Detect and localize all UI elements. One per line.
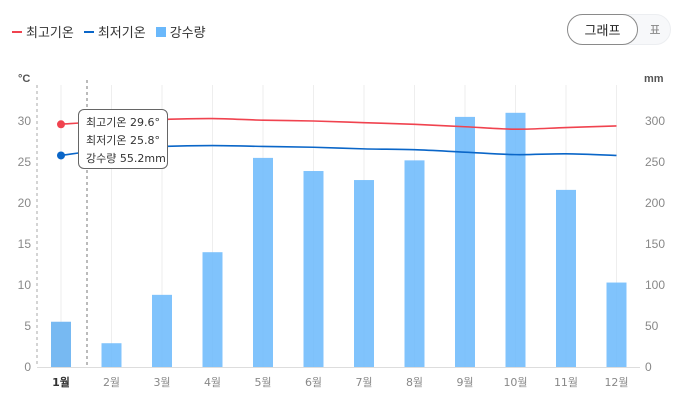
left-tick-label: 10 bbox=[18, 278, 32, 292]
right-tick-label: 200 bbox=[645, 196, 665, 210]
rainfall-bar[interactable] bbox=[303, 171, 324, 367]
rainfall-bar[interactable] bbox=[556, 189, 576, 367]
right-tick-label: 100 bbox=[645, 278, 665, 292]
chart-tooltip: 최고기온 29.6° 최저기온 25.8° 강수량 55.2mm bbox=[78, 109, 168, 169]
x-tick-label-10[interactable]: 10월 bbox=[503, 376, 527, 389]
selected-point-marker bbox=[57, 151, 65, 160]
legend-label: 강수량 bbox=[169, 26, 206, 41]
rainfall-bar[interactable] bbox=[455, 116, 475, 368]
rainfall-bar[interactable] bbox=[404, 160, 425, 367]
legend-label: 최고기온 bbox=[26, 26, 74, 41]
x-tick-label-11[interactable]: 11월 bbox=[554, 376, 578, 389]
legend-item-low-temp[interactable]: 최저기온 bbox=[83, 22, 146, 41]
left-tick-label: 5 bbox=[24, 319, 31, 333]
x-tick-label-9[interactable]: 9월 bbox=[456, 376, 473, 389]
rainfall-bar[interactable] bbox=[354, 180, 374, 367]
line-swatch-icon bbox=[83, 30, 94, 33]
left-tick-label: 30 bbox=[18, 114, 32, 128]
chart-legend: 최고기온 최저기온 강수량 bbox=[12, 22, 216, 41]
right-tick-label: 0 bbox=[645, 360, 652, 374]
right-axis-unit: mm bbox=[644, 73, 664, 85]
rainfall-bar[interactable] bbox=[152, 294, 172, 367]
legend-item-high-temp[interactable]: 최고기온 bbox=[12, 22, 74, 41]
left-axis-unit: °C bbox=[18, 73, 30, 85]
x-tick-label-8[interactable]: 8월 bbox=[406, 376, 423, 389]
rainfall-bar[interactable] bbox=[202, 252, 223, 367]
left-tick-label: 25 bbox=[18, 155, 32, 169]
x-tick-label-7[interactable]: 7월 bbox=[355, 376, 372, 389]
x-tick-label-3[interactable]: 3월 bbox=[153, 376, 170, 389]
right-tick-label: 300 bbox=[645, 114, 665, 128]
right-tick-label: 250 bbox=[645, 155, 665, 169]
left-tick-label: 15 bbox=[18, 237, 32, 251]
x-tick-label-2[interactable]: 2월 bbox=[103, 376, 120, 389]
tooltip-high-temp: 최고기온 29.6° bbox=[86, 116, 160, 129]
graph-view-button[interactable]: 그래프 bbox=[567, 14, 638, 45]
legend-label: 최저기온 bbox=[97, 26, 146, 41]
x-tick-label-1[interactable]: 1월 bbox=[52, 375, 70, 389]
x-tick-label-5[interactable]: 5월 bbox=[254, 376, 271, 389]
selected-point-marker bbox=[57, 120, 65, 129]
tooltip-rainfall: 강수량 55.2mm bbox=[86, 152, 166, 165]
tooltip-low-temp: 최저기온 25.8° bbox=[86, 134, 160, 147]
left-tick-label: 20 bbox=[18, 196, 32, 210]
rainfall-bar[interactable] bbox=[253, 157, 273, 367]
rainfall-bar[interactable] bbox=[51, 321, 71, 367]
right-tick-label: 150 bbox=[645, 237, 665, 251]
left-tick-label: 0 bbox=[24, 360, 31, 374]
rainfall-bar[interactable] bbox=[505, 112, 526, 367]
table-view-button[interactable]: 표 bbox=[649, 23, 661, 37]
line-swatch-icon bbox=[12, 30, 22, 33]
rainfall-bar[interactable] bbox=[101, 343, 122, 367]
view-toggle: 그래프 표 bbox=[567, 14, 671, 45]
x-tick-label-6[interactable]: 6월 bbox=[305, 376, 322, 389]
right-tick-label: 50 bbox=[645, 319, 659, 333]
square-swatch-icon bbox=[155, 26, 166, 37]
rainfall-bar[interactable] bbox=[606, 282, 627, 367]
x-tick-label-12[interactable]: 12월 bbox=[604, 376, 628, 389]
legend-item-rainfall[interactable]: 강수량 bbox=[155, 22, 206, 41]
x-tick-label-4[interactable]: 4월 bbox=[204, 376, 221, 389]
